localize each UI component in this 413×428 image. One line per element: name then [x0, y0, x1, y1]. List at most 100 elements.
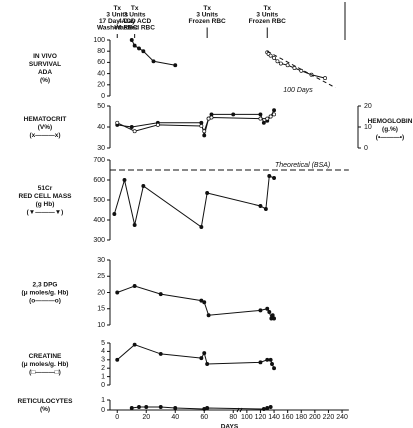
data-point: [258, 204, 263, 208]
y-tick-label: 40: [97, 124, 105, 131]
data-point: [115, 120, 120, 125]
data-point: [199, 356, 204, 361]
data-point: [129, 38, 134, 42]
y-tick-label: 60: [97, 59, 105, 66]
y-tick-label: 100: [93, 37, 105, 44]
x-tick-label: 100: [241, 414, 253, 421]
annotation: Tx 3 Units Frozen RBC: [189, 5, 227, 25]
data-point: [129, 125, 134, 129]
x-tick-label: 60: [200, 414, 208, 421]
annotation-line: 3 Units: [124, 11, 146, 18]
series-line: [117, 109, 275, 136]
y-label-line: (μ moles/g. Hb): [22, 289, 69, 296]
y-tick-label: 4: [101, 348, 105, 355]
y-tick-label: 30: [97, 145, 105, 152]
data-point: [267, 174, 272, 178]
y-label-line: (V%): [38, 124, 52, 131]
data-point: [202, 133, 207, 138]
y-label-line: (x———x): [29, 132, 60, 139]
y-tick-label: 80: [97, 48, 105, 55]
data-point: [270, 362, 274, 366]
annotation-line: 4 Day ACD: [118, 18, 151, 25]
y-label-line: HEMATOCRIT: [24, 116, 67, 123]
y-tick-label: 300: [93, 237, 105, 244]
x-tick-label: 240: [336, 414, 348, 421]
y-tick-label: 0: [101, 407, 105, 414]
y2-tick-label: 10: [364, 124, 372, 131]
data-point: [141, 49, 146, 54]
x-tick-label: 20: [142, 414, 150, 421]
y2-label-line: (•———•): [376, 134, 404, 141]
y-tick-label: 1: [101, 397, 105, 404]
y-tick-label: 400: [93, 217, 105, 224]
data-point: [202, 351, 207, 356]
data-point: [132, 284, 137, 288]
x-tick-label: 200: [309, 414, 321, 421]
data-point: [275, 59, 280, 64]
x-label: DAYS: [221, 424, 239, 428]
series-line: [131, 406, 271, 410]
y-label-line: (μ moles/g. Hb): [22, 361, 69, 368]
y2-label-line: (g.%): [382, 126, 398, 133]
data-point: [258, 308, 263, 313]
y-tick-label: 0: [101, 93, 105, 100]
x-tick-label: 140: [268, 414, 280, 421]
data-point: [258, 116, 263, 121]
data-point: [272, 112, 276, 117]
y2-label-line: HEMOGLOBIN: [368, 118, 413, 125]
data-point: [137, 46, 141, 51]
data-point: [115, 290, 120, 295]
data-point: [112, 212, 117, 216]
x-tick-label: 180: [295, 414, 307, 421]
axis-break: [236, 407, 243, 413]
y-label-line: (g Hb): [36, 201, 55, 208]
annotation-line: Tx: [131, 5, 139, 12]
data-point: [267, 310, 272, 314]
y-tick-label: 0: [101, 382, 105, 389]
data-point: [129, 406, 134, 410]
data-point: [272, 366, 276, 371]
data-point: [199, 120, 204, 125]
annotation: Tx 3 Units Frozen RBC: [249, 5, 287, 25]
data-point: [158, 351, 163, 356]
data-point: [285, 63, 290, 68]
x-tick-label: 120: [255, 414, 267, 421]
span-label: 100 Days: [283, 87, 313, 94]
y-label-line: RED CELL MASS: [19, 193, 73, 200]
x-tick-label: 80: [229, 414, 237, 421]
data-point: [205, 406, 210, 410]
data-point: [323, 76, 327, 81]
series-line: [117, 285, 275, 320]
y-label-line: (▼———▼): [27, 209, 64, 216]
data-point: [132, 223, 137, 227]
y2-label: HEMOGLOBIN (g.%) (•———•): [368, 118, 413, 141]
data-point: [158, 292, 163, 297]
data-point: [199, 123, 204, 128]
data-point: [263, 207, 268, 211]
data-point: [206, 313, 211, 318]
data-point: [199, 298, 204, 303]
y-label: RETICULOCYTES (%): [18, 398, 74, 413]
data-point: [268, 114, 273, 119]
data-point: [155, 122, 160, 127]
y-tick-label: 30: [97, 257, 105, 264]
data-point: [137, 405, 141, 409]
annotation: Tx 3 Units 4 Day ACD Washed RBC: [114, 5, 155, 32]
data-point: [231, 112, 236, 117]
y-tick-label: 50: [97, 103, 105, 110]
y-tick-label: 5: [101, 340, 105, 347]
data-point: [209, 115, 214, 120]
data-point: [265, 406, 270, 410]
y-label-line: (□———□): [29, 369, 61, 376]
data-point: [278, 61, 283, 66]
data-point: [202, 129, 207, 134]
data-point: [265, 306, 270, 311]
y-label-line: ADA: [38, 69, 52, 76]
data-point: [132, 43, 137, 48]
y-tick-label: 3: [101, 357, 105, 364]
data-point: [268, 357, 273, 362]
reference-label: Theoretical (BSA): [275, 162, 330, 169]
y-label-line: CREATINE: [29, 353, 62, 360]
y-label-line: IN VIVO: [33, 53, 57, 60]
data-point: [173, 406, 178, 410]
